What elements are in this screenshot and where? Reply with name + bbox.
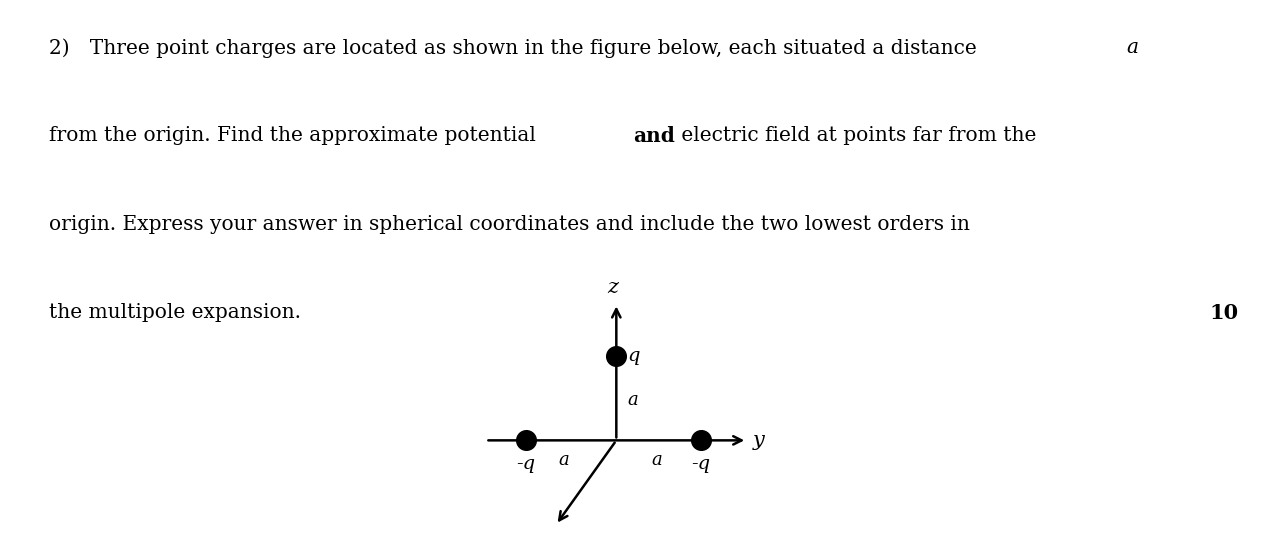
Text: a: a — [559, 451, 569, 469]
Text: 10: 10 — [1210, 304, 1239, 323]
Text: -q: -q — [691, 456, 710, 474]
Point — [691, 436, 711, 445]
Point — [515, 436, 535, 445]
Text: the multipole expansion.: the multipole expansion. — [49, 304, 300, 323]
Point — [606, 352, 627, 360]
Text: z: z — [607, 278, 619, 298]
Text: -q: -q — [516, 456, 535, 474]
Text: 2) Three point charges are located as shown in the figure below, each situated a: 2) Three point charges are located as sh… — [49, 38, 984, 58]
Text: electric field at points far from the: electric field at points far from the — [675, 126, 1036, 146]
Text: from the origin. Find the approximate potential: from the origin. Find the approximate po… — [49, 126, 542, 146]
Text: a: a — [628, 391, 638, 409]
Text: y: y — [754, 431, 765, 450]
Text: q: q — [628, 347, 639, 365]
Text: a: a — [1126, 38, 1138, 57]
Text: origin. Express your answer in spherical coordinates and include the two lowest : origin. Express your answer in spherical… — [49, 215, 969, 234]
Text: a: a — [651, 451, 663, 469]
Text: and: and — [633, 126, 675, 147]
